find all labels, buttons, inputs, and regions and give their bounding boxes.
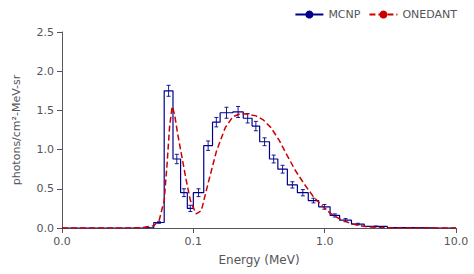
svg-text:0.5: 0.5: [37, 182, 55, 195]
svg-text:1.0: 1.0: [37, 143, 55, 156]
svg-text:ONEDANT: ONEDANT: [402, 8, 457, 21]
svg-text:photons/cm²-MeV-sr: photons/cm²-MeV-sr: [10, 74, 23, 185]
svg-text:0.1: 0.1: [185, 235, 203, 248]
svg-text:2.0: 2.0: [37, 65, 55, 78]
svg-text:1.5: 1.5: [37, 104, 55, 117]
svg-text:Energy (MeV): Energy (MeV): [218, 253, 299, 267]
svg-text:2.5: 2.5: [37, 26, 55, 39]
svg-text:0.0: 0.0: [37, 222, 55, 235]
svg-text:MCNP: MCNP: [328, 8, 360, 21]
svg-text:0.0: 0.0: [53, 235, 71, 248]
svg-text:10.0: 10.0: [444, 235, 469, 248]
svg-text:1.0: 1.0: [316, 235, 334, 248]
